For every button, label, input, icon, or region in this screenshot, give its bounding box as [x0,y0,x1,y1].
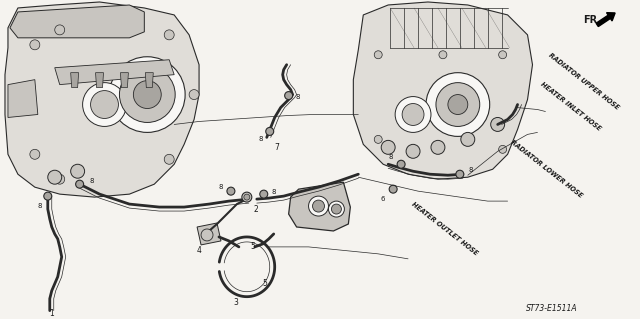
Circle shape [439,51,447,59]
Circle shape [397,160,405,168]
Circle shape [30,40,40,50]
Text: 5: 5 [250,242,255,251]
Text: RADIATOR LOWER HOSE: RADIATOR LOWER HOSE [509,139,584,199]
Polygon shape [5,2,199,197]
Text: 4: 4 [196,246,202,256]
Text: 2: 2 [253,204,258,213]
Circle shape [242,192,252,202]
Circle shape [389,185,397,193]
Circle shape [499,51,507,59]
Circle shape [266,127,274,135]
Circle shape [244,194,250,200]
Text: 5: 5 [262,279,267,288]
Circle shape [374,51,382,59]
Text: 3: 3 [234,298,238,307]
Polygon shape [70,73,79,88]
Text: 8: 8 [90,178,94,184]
Circle shape [448,94,468,115]
FancyArrow shape [596,13,615,26]
Circle shape [285,92,292,100]
Text: RADIATOR UPPER HOSE: RADIATOR UPPER HOSE [547,52,620,110]
Circle shape [461,132,475,146]
Circle shape [426,73,490,137]
Circle shape [499,145,507,153]
Circle shape [55,25,65,35]
Polygon shape [10,5,145,38]
Text: 8: 8 [271,189,276,195]
Circle shape [328,201,344,217]
Text: 8: 8 [219,184,223,190]
Circle shape [332,204,341,214]
Text: HEATER OUTLET HOSE: HEATER OUTLET HOSE [410,202,479,257]
Circle shape [308,196,328,216]
Circle shape [374,135,382,143]
Circle shape [406,145,420,158]
Circle shape [395,97,431,132]
Text: 8: 8 [259,137,263,142]
Circle shape [164,30,174,40]
Circle shape [431,140,445,154]
Polygon shape [145,73,153,88]
Circle shape [491,117,504,131]
Text: 8: 8 [38,203,42,209]
Polygon shape [197,223,221,245]
Text: 8: 8 [468,167,473,173]
Circle shape [436,83,480,126]
Polygon shape [95,73,104,88]
Circle shape [83,83,127,126]
Polygon shape [120,73,129,88]
Polygon shape [289,182,350,231]
Circle shape [381,140,395,154]
Circle shape [55,174,65,184]
Circle shape [312,200,324,212]
Text: HEATER INLET HOSE: HEATER INLET HOSE [540,81,602,131]
Circle shape [201,229,213,241]
Text: FR.: FR. [583,15,601,25]
Circle shape [44,192,52,200]
Text: 1: 1 [49,309,54,318]
Circle shape [402,104,424,125]
Circle shape [456,170,464,178]
Circle shape [164,154,174,164]
Text: ST73-E1511A: ST73-E1511A [525,304,577,313]
Polygon shape [8,80,38,117]
Circle shape [260,190,268,198]
Circle shape [70,164,84,178]
Text: 6: 6 [381,196,385,202]
Text: 8: 8 [389,154,394,160]
Circle shape [133,81,161,108]
Circle shape [227,187,235,195]
Circle shape [91,91,118,118]
Circle shape [48,170,61,184]
Text: 7: 7 [275,143,279,152]
Polygon shape [55,60,174,85]
Circle shape [76,180,84,188]
Polygon shape [353,2,532,179]
Circle shape [30,149,40,159]
Circle shape [189,90,199,100]
Circle shape [109,57,185,132]
Circle shape [120,67,175,122]
Text: 8: 8 [295,93,300,100]
